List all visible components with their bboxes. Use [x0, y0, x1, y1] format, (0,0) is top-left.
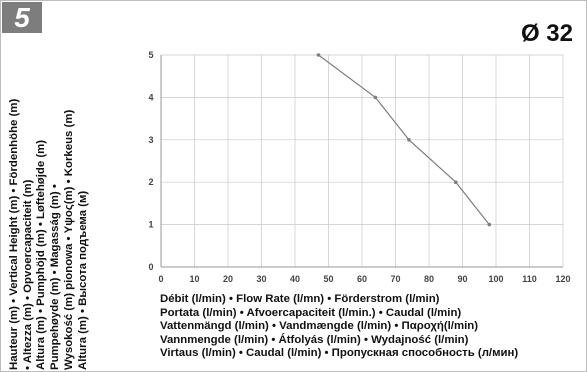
- data-point: [373, 95, 378, 100]
- x-tick-label: 70: [390, 274, 400, 284]
- y-tick-label: 2: [148, 177, 153, 187]
- x-axis-label-line: Débit (l/min) • Flow Rate (l/mn) • Förde…: [160, 293, 440, 305]
- y-tick-label: 0: [148, 262, 153, 272]
- x-axis-label-line: Portata (l/min) • Afvoercapaciteit (l/mi…: [160, 306, 462, 319]
- x-tick-label: 40: [290, 274, 300, 284]
- x-tick-label: 60: [357, 274, 367, 284]
- y-tick-label: 1: [148, 220, 153, 230]
- x-tick-label: 80: [424, 274, 434, 284]
- x-tick-label: 20: [223, 274, 233, 284]
- diameter-label: Ø 32: [520, 20, 573, 47]
- x-axis-label-line: Vattenmängd (l/min) • Vandmængde (l/min)…: [160, 320, 479, 333]
- x-tick-label: 30: [256, 274, 266, 284]
- y-tick-label: 4: [148, 92, 153, 102]
- x-axis-label: Débit (l/min) • Flow Rate (l/mn) • Förde…: [160, 293, 585, 361]
- y-tick-label: 3: [148, 135, 153, 145]
- x-tick-label: 100: [488, 274, 503, 284]
- x-tick-label: 90: [457, 274, 467, 284]
- x-tick-label: 10: [189, 274, 199, 284]
- x-axis-label-line: Vannmengde (l/min) • Átfolyás (l/min) • …: [160, 333, 469, 346]
- data-point: [407, 138, 411, 142]
- x-tick-label: 120: [555, 274, 570, 284]
- data-point: [487, 222, 492, 227]
- x-axis-label-line: Virtaus (l/min) • Caudal (l/min) • Пропу…: [160, 347, 519, 360]
- y-tick-label: 5: [148, 50, 153, 60]
- x-tick-label: 0: [158, 274, 163, 284]
- data-point: [454, 180, 458, 184]
- section-badge: 5: [2, 2, 42, 33]
- data-point: [316, 53, 321, 57]
- x-tick-label: 50: [323, 274, 333, 284]
- x-tick-label: 110: [522, 274, 537, 284]
